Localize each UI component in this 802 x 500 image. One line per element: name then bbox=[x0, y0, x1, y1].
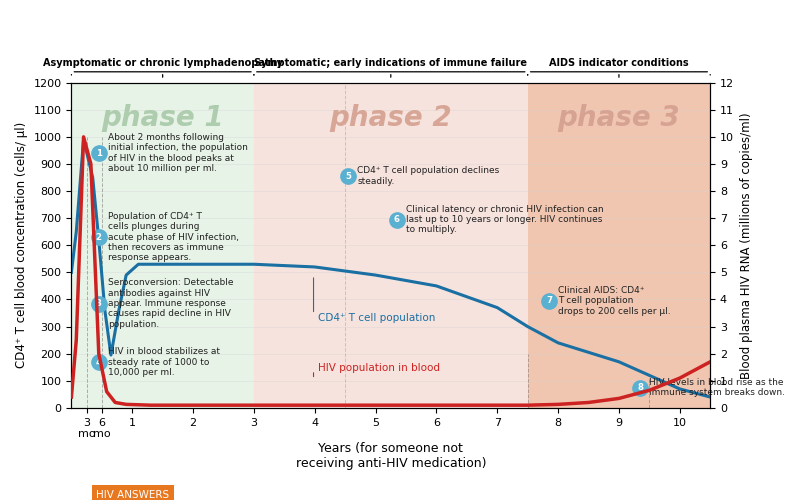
Bar bbox=[254, 82, 528, 408]
Y-axis label: CD4⁺ T cell blood concentration (cells/ μl): CD4⁺ T cell blood concentration (cells/ … bbox=[15, 122, 28, 368]
Text: Asymptomatic or chronic lymphadenopathy: Asymptomatic or chronic lymphadenopathy bbox=[43, 58, 282, 68]
Text: 3: 3 bbox=[95, 299, 102, 308]
Text: 6: 6 bbox=[394, 215, 400, 224]
Text: CD4⁺ T cell population declines
steadily.: CD4⁺ T cell population declines steadily… bbox=[358, 166, 500, 186]
Text: Seroconversion: Detectable
antibodies against HIV
appear. Immune response
causes: Seroconversion: Detectable antibodies ag… bbox=[108, 278, 233, 329]
Text: phase 2: phase 2 bbox=[330, 104, 452, 132]
Text: 4: 4 bbox=[95, 358, 102, 367]
Text: Clinical AIDS: CD4⁺
T cell population
drops to 200 cells per μl.: Clinical AIDS: CD4⁺ T cell population dr… bbox=[558, 286, 670, 316]
Text: 1: 1 bbox=[95, 148, 102, 158]
Text: 8: 8 bbox=[638, 383, 643, 392]
Text: 7: 7 bbox=[546, 296, 552, 306]
Text: HIV in blood stabilizes at
steady rate of 1000 to
10,000 per ml.: HIV in blood stabilizes at steady rate o… bbox=[108, 348, 220, 378]
X-axis label: Years (for someone not
receiving anti-HIV medication): Years (for someone not receiving anti-HI… bbox=[296, 442, 486, 470]
Text: 5: 5 bbox=[346, 172, 351, 180]
Bar bbox=[528, 82, 711, 408]
Text: HIV levels in blood rise as the
immune system breaks down.: HIV levels in blood rise as the immune s… bbox=[650, 378, 785, 398]
Text: HIV ANSWERS: HIV ANSWERS bbox=[96, 490, 169, 500]
Text: CD4⁺ T cell population: CD4⁺ T cell population bbox=[318, 314, 435, 324]
Text: Population of CD4⁺ T
cells plunges during
acute phase of HIV infection,
then rec: Population of CD4⁺ T cells plunges durin… bbox=[108, 212, 239, 262]
Bar bbox=[71, 82, 254, 408]
Text: About 2 months following
initial infection, the population
of HIV in the blood p: About 2 months following initial infecti… bbox=[108, 133, 248, 173]
Text: phase 3: phase 3 bbox=[557, 104, 680, 132]
Text: HIV population in blood: HIV population in blood bbox=[318, 363, 439, 373]
Text: AIDS indicator conditions: AIDS indicator conditions bbox=[549, 58, 689, 68]
Y-axis label: Blood plasma HIV RNA (millions of copies/ml): Blood plasma HIV RNA (millions of copies… bbox=[739, 112, 752, 378]
Text: Clinical latency or chronic HIV infection can
last up to 10 years or longer. HIV: Clinical latency or chronic HIV infectio… bbox=[406, 204, 604, 234]
Text: Symptomatic; early indications of immune failure: Symptomatic; early indications of immune… bbox=[254, 58, 527, 68]
Text: phase 1: phase 1 bbox=[101, 104, 224, 132]
Text: 2: 2 bbox=[95, 232, 102, 241]
